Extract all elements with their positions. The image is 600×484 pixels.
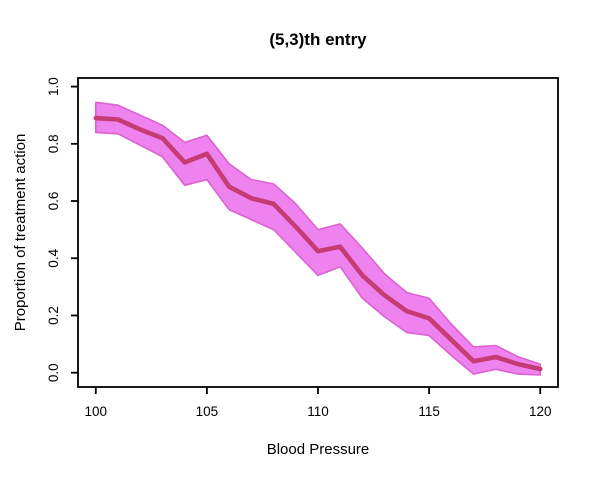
mean-line-layer [93,115,543,372]
y-tick-label: 0.4 [46,248,61,267]
y-tick-label: 0.8 [46,134,61,153]
y-tick-label: 0.6 [46,192,61,211]
confidence-band-layer [95,101,542,376]
x-tick-label: 115 [418,404,440,419]
y-tick-label: 0.0 [46,363,61,382]
y-tick-label: 0.2 [46,306,61,325]
x-tick-label: 100 [85,404,108,419]
x-tick-label: 105 [196,404,219,419]
y-tick-label: 1.0 [46,77,61,96]
plot-title: (5,3)th entry [269,30,367,49]
x-tick-label: 110 [307,404,329,419]
mean-line [93,115,543,372]
y-axis-label: Proportion of treatment action [12,134,29,332]
axis-layer: 100 105 110 115 120 0.0 0.2 0.4 0.6 0.8 1.0 [46,77,559,419]
x-tick-label: 120 [529,404,552,419]
confidence-band [95,101,542,376]
x-axis-label: Blood Pressure [267,441,370,458]
